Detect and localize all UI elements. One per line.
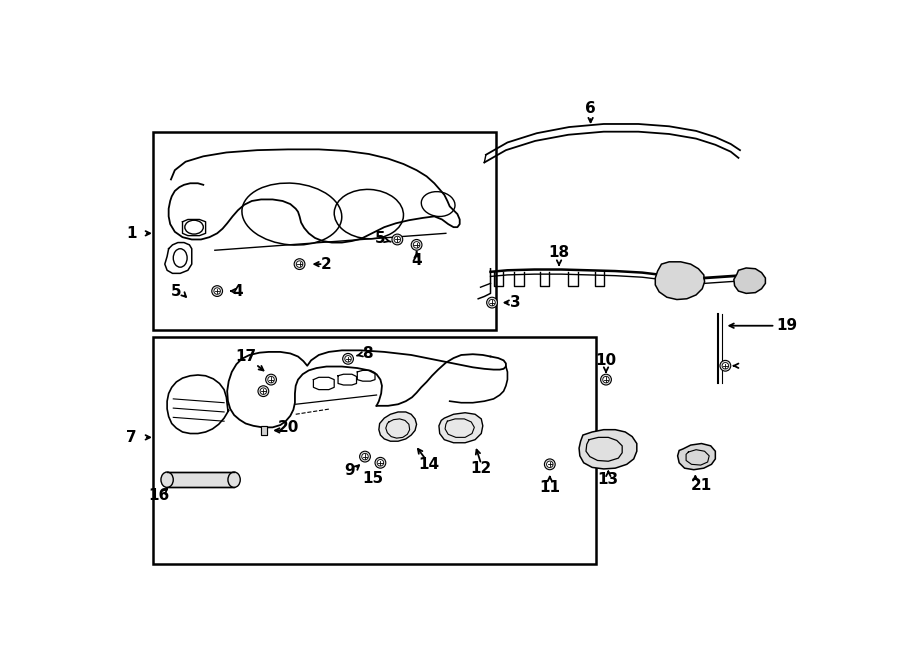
Text: 5: 5 (375, 231, 386, 246)
Text: 7: 7 (126, 430, 137, 445)
Circle shape (720, 360, 731, 371)
Text: 17: 17 (235, 349, 256, 364)
Text: 9: 9 (345, 463, 355, 478)
Circle shape (360, 451, 371, 462)
Circle shape (600, 374, 611, 385)
Text: 10: 10 (596, 353, 617, 368)
Circle shape (377, 459, 383, 466)
Polygon shape (678, 444, 716, 470)
Polygon shape (439, 412, 482, 443)
Text: 12: 12 (470, 461, 491, 476)
Text: 3: 3 (509, 295, 520, 310)
Circle shape (375, 457, 386, 468)
Text: 1: 1 (126, 226, 137, 241)
Polygon shape (379, 412, 417, 442)
Text: 4: 4 (411, 253, 422, 268)
Circle shape (343, 354, 354, 364)
Circle shape (544, 459, 555, 470)
Polygon shape (261, 426, 267, 435)
Circle shape (214, 288, 220, 294)
Text: 6: 6 (585, 101, 596, 116)
Text: 18: 18 (548, 245, 570, 260)
Text: 15: 15 (362, 471, 383, 486)
Text: 20: 20 (277, 420, 299, 435)
Polygon shape (579, 430, 637, 469)
Circle shape (268, 376, 274, 383)
Circle shape (258, 386, 269, 397)
Circle shape (411, 239, 422, 251)
Bar (153, 337, 596, 564)
Circle shape (260, 388, 266, 395)
Circle shape (546, 461, 553, 467)
Text: 14: 14 (418, 457, 439, 472)
Circle shape (413, 242, 419, 248)
Polygon shape (734, 268, 765, 293)
Circle shape (345, 356, 351, 362)
Text: 5: 5 (171, 284, 182, 299)
Text: 2: 2 (321, 256, 332, 272)
Ellipse shape (161, 472, 174, 487)
Bar (153, 132, 496, 330)
Circle shape (722, 362, 729, 369)
Ellipse shape (228, 472, 240, 487)
Bar (261, 426, 267, 435)
Circle shape (296, 261, 302, 267)
Circle shape (212, 286, 222, 297)
Text: 8: 8 (362, 346, 373, 361)
Circle shape (489, 299, 495, 306)
Circle shape (266, 374, 276, 385)
Text: 21: 21 (691, 479, 712, 493)
Circle shape (487, 297, 498, 308)
Circle shape (603, 376, 609, 383)
Text: 13: 13 (598, 472, 619, 487)
Text: 4: 4 (232, 284, 243, 299)
Text: 19: 19 (777, 318, 797, 333)
Polygon shape (167, 472, 234, 487)
Circle shape (294, 258, 305, 270)
Text: 11: 11 (539, 480, 561, 495)
Circle shape (394, 236, 400, 243)
Circle shape (362, 453, 368, 460)
Polygon shape (655, 262, 705, 299)
Text: 16: 16 (148, 488, 169, 502)
Circle shape (392, 234, 402, 245)
